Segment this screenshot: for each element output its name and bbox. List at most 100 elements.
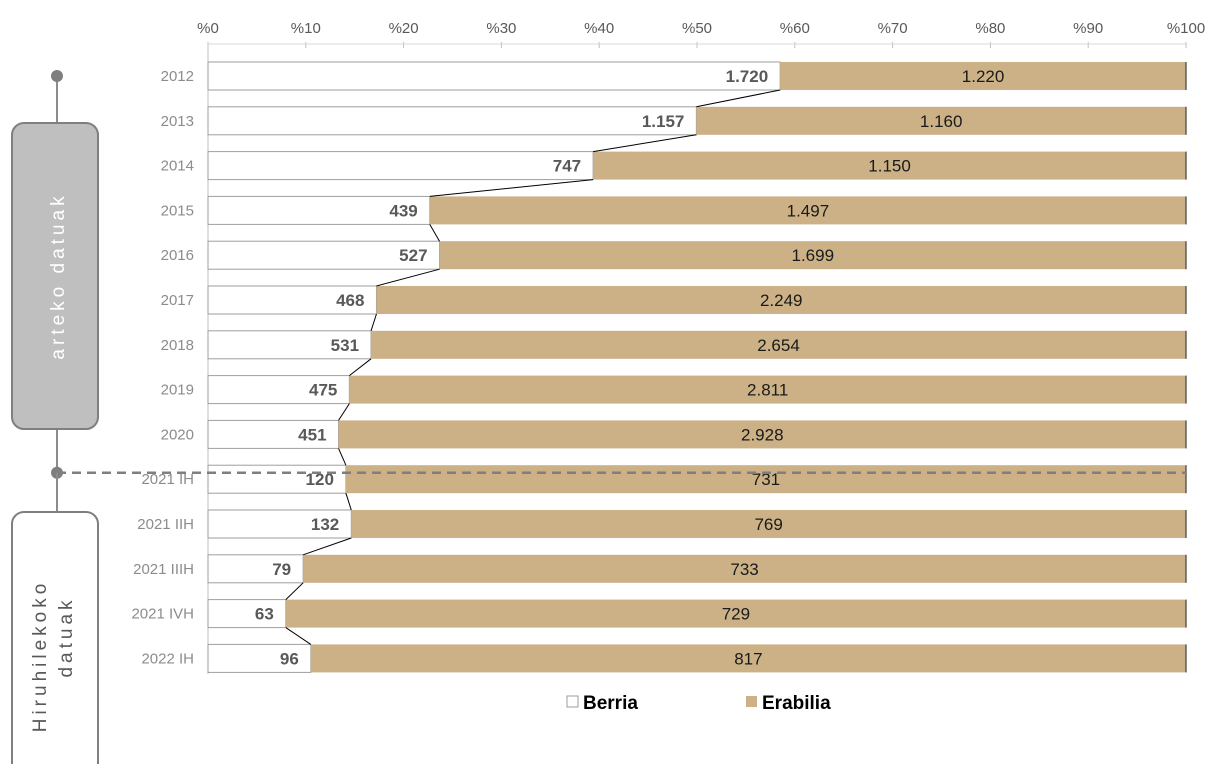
bar-erabilia — [593, 151, 1186, 180]
data-label-berria: 132 — [311, 515, 339, 534]
data-label-erabilia: 729 — [722, 605, 750, 624]
data-label-erabilia: 1.699 — [791, 246, 834, 265]
data-label-erabilia: 769 — [754, 515, 782, 534]
x-tick-label: %80 — [975, 20, 1005, 37]
category-label: 2015 — [161, 202, 194, 219]
bar-berria — [207, 643, 312, 673]
bar-berria — [207, 464, 347, 494]
data-label-berria: 747 — [553, 157, 581, 176]
bar-erabilia — [349, 375, 1186, 404]
bar-berria — [207, 375, 350, 405]
bracket-box-quarterly — [11, 511, 99, 764]
category-label: 2012 — [161, 68, 194, 85]
category-label: 2021 IVH — [131, 606, 194, 623]
bar-erabilia — [371, 330, 1187, 359]
bar-berria — [207, 554, 304, 584]
series-connector-line — [285, 627, 312, 645]
series-connector-line — [338, 403, 350, 421]
bar-berria — [207, 61, 781, 91]
series-connector-line — [593, 134, 697, 153]
series-connector-line — [302, 537, 352, 556]
category-label: 2013 — [161, 113, 194, 130]
data-label-erabilia: 817 — [734, 649, 762, 668]
series-connector-line — [429, 179, 594, 197]
legend-label-erabilia: Erabilia — [762, 693, 831, 714]
x-tick-label: %20 — [389, 20, 419, 37]
bar-berria — [207, 599, 287, 629]
series-connector-line — [285, 582, 304, 600]
data-label-erabilia: 1.497 — [787, 201, 830, 220]
bar-erabilia — [439, 241, 1187, 270]
data-label-berria: 475 — [309, 381, 337, 400]
x-tick-label: %90 — [1073, 20, 1103, 37]
x-tick-label: %10 — [291, 20, 321, 37]
bracket-start-dot — [51, 70, 63, 82]
x-tick-label: %100 — [1167, 20, 1205, 37]
series-connector-line — [349, 358, 372, 376]
series-connector-line — [429, 224, 440, 242]
data-label-erabilia: 733 — [730, 560, 758, 579]
x-tick-label: %40 — [584, 20, 614, 37]
series-connector-line — [376, 268, 440, 287]
legend-swatch-erabilia — [746, 696, 757, 707]
bar-erabilia — [345, 465, 1187, 494]
data-label-erabilia: 2.249 — [760, 291, 803, 310]
data-label-berria: 79 — [272, 560, 291, 579]
category-label: 2017 — [161, 292, 194, 309]
data-label-berria: 1.720 — [726, 67, 769, 86]
bar-berria — [207, 195, 431, 225]
data-label-erabilia: 1.150 — [868, 157, 911, 176]
x-tick-label: %0 — [197, 20, 219, 37]
data-label-berria: 531 — [331, 336, 359, 355]
bracket-label-quarterly-2: datuak — [56, 596, 77, 677]
x-tick-label: %70 — [878, 20, 908, 37]
bar-berria — [207, 151, 594, 181]
data-label-erabilia: 1.220 — [962, 67, 1005, 86]
data-label-erabilia: 2.654 — [757, 336, 800, 355]
category-label: 2022 IH — [141, 650, 194, 667]
data-label-berria: 120 — [306, 470, 334, 489]
bar-berria — [207, 106, 697, 136]
bar-erabilia — [780, 62, 1186, 90]
bar-berria — [207, 285, 377, 315]
bar-erabilia — [338, 420, 1187, 449]
data-label-berria: 451 — [298, 425, 326, 444]
data-label-erabilia: 1.160 — [920, 112, 963, 131]
data-label-berria: 468 — [336, 291, 364, 310]
data-label-erabilia: 2.811 — [747, 381, 788, 400]
bar-erabilia — [351, 510, 1187, 538]
category-label: 2021 IIIH — [133, 561, 194, 578]
x-tick-label: %30 — [486, 20, 516, 37]
bar-erabilia — [285, 599, 1187, 628]
bracket-box-annual — [11, 122, 99, 430]
x-tick-label: %50 — [682, 20, 712, 37]
category-label: 2014 — [161, 158, 194, 175]
series-connector-line — [370, 313, 377, 331]
data-label-berria: 527 — [399, 246, 427, 265]
series-connector-line — [338, 448, 347, 466]
series-connector-line — [345, 493, 352, 511]
category-label: 2018 — [161, 337, 194, 354]
bar-erabilia — [696, 106, 1186, 135]
data-label-berria: 439 — [389, 201, 417, 220]
series-connector-line — [696, 89, 781, 108]
category-label: 2020 — [161, 426, 194, 443]
data-label-berria: 1.157 — [642, 112, 685, 131]
bar-erabilia — [303, 554, 1186, 583]
bracket-label-quarterly: Hiruhilekoko — [30, 580, 51, 733]
category-label: 2019 — [161, 382, 194, 399]
category-label: 2021 IIH — [137, 516, 194, 533]
category-label: 2016 — [161, 247, 194, 264]
bar-erabilia — [310, 644, 1187, 673]
bar-berria — [207, 240, 441, 270]
category-label: 2021 IH — [141, 471, 194, 488]
data-label-berria: 63 — [255, 605, 274, 624]
legend-label-berria: Berria — [583, 693, 638, 714]
legend-swatch-berria — [566, 695, 579, 708]
data-label-erabilia: 2.928 — [741, 425, 784, 444]
x-tick-label: %60 — [780, 20, 810, 37]
data-label-berria: 96 — [280, 649, 299, 668]
bracket-label-annual: arteko datuak — [48, 192, 69, 359]
data-label-erabilia: 731 — [752, 470, 780, 489]
